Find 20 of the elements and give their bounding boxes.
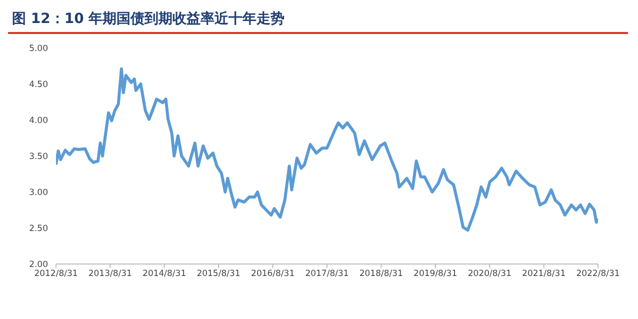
x-tick-label: 2021/8/31 — [522, 269, 566, 280]
y-tick-label: 2.50 — [29, 224, 48, 234]
x-tick-label: 2017/8/31 — [305, 269, 349, 280]
chart-title: 图 12：10 年期国债到期收益率近十年走势 — [8, 8, 628, 34]
x-tick-label: 2013/8/31 — [88, 269, 132, 280]
y-tick-label: 4.00 — [29, 116, 48, 126]
x-tick-label: 2022/8/31 — [576, 269, 620, 280]
x-tick-label: 2016/8/31 — [251, 269, 295, 280]
x-tick-label: 2020/8/31 — [468, 269, 512, 280]
line-series — [56, 67, 598, 232]
y-tick-label: 2.00 — [29, 260, 48, 270]
x-tick-label: 2018/8/31 — [359, 269, 403, 280]
y-tick-label: 4.50 — [29, 80, 48, 90]
x-tick-label: 2012/8/31 — [34, 269, 78, 280]
x-tick-label: 2015/8/31 — [196, 269, 240, 280]
y-tick-label: 3.50 — [29, 152, 48, 162]
x-tick-label: 2019/8/31 — [414, 269, 458, 280]
y-tick-label: 3.00 — [29, 188, 48, 198]
x-tick-label: 2014/8/31 — [142, 269, 186, 280]
y-tick-label: 5.00 — [29, 44, 48, 54]
